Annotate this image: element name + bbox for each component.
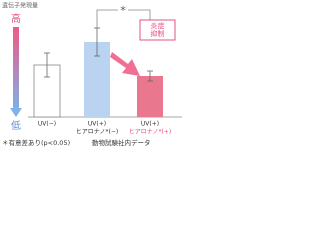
footnote: ＊有意差あり(p<0.05): [2, 138, 70, 147]
bar: [137, 76, 163, 117]
callout-text: 抑制: [151, 29, 165, 38]
significance-mark: *: [120, 4, 126, 17]
scale-arrow-head: [10, 108, 22, 117]
x-tick-label: UV(+): [88, 121, 106, 128]
y-label: 遺伝子発現量: [2, 2, 38, 10]
x-tick-label: ヒアロナノ*(−): [76, 129, 118, 136]
significance-bg: [118, 4, 128, 15]
chart: 遺伝子発現量 高 低 * 炎症 抑制 ＊有意差あり(p<0.05) 動物試験社内…: [2, 2, 182, 147]
x-tick-label: UV(−): [38, 121, 56, 128]
low-label: 低: [11, 120, 21, 132]
high-label: 高: [11, 12, 21, 25]
callout-box: [139, 19, 176, 41]
source: 動物試験社内データ: [92, 138, 151, 147]
scale-arrow: [13, 27, 19, 109]
callout-arrow: [110, 52, 140, 76]
x-tick-label: ヒアロナノ*(+): [129, 129, 171, 136]
callout-text: 炎症: [151, 22, 165, 30]
x-tick-label: UV(+): [141, 121, 159, 128]
